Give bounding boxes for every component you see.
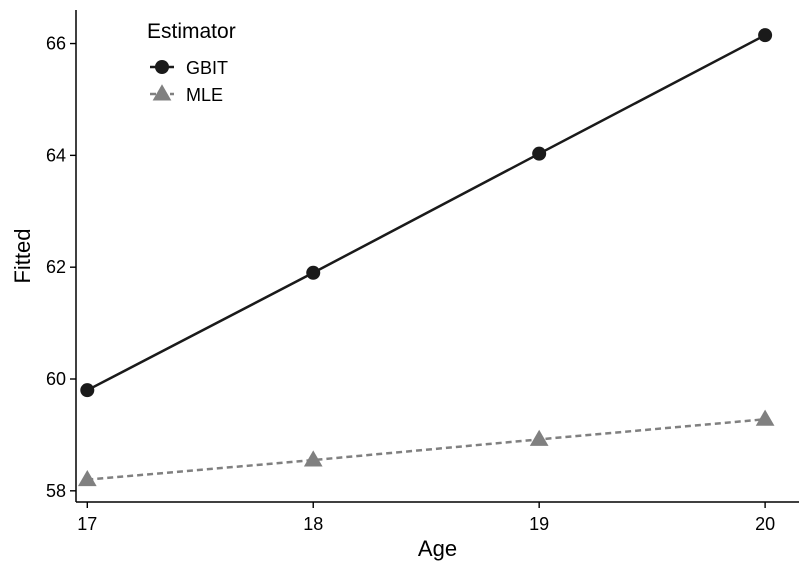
legend-item-gbit: GBIT [150, 58, 228, 78]
data-point-triangle [77, 469, 97, 487]
series-line [87, 418, 766, 481]
legend-marker-circle [155, 60, 169, 74]
data-point-triangle [529, 429, 549, 446]
legend-title: Estimator [147, 20, 236, 43]
legend-marker-triangle [152, 84, 172, 101]
axis-labels: Age Fitted 17 18 19 20 58 60 62 64 66 [10, 34, 775, 561]
y-tick-label: 62 [46, 257, 66, 277]
y-tick-label: 64 [46, 145, 66, 165]
data-point-triangle [755, 409, 775, 426]
y-axis-title: Fitted [10, 228, 35, 283]
data-point-circle [758, 28, 773, 43]
data-point-triangle [303, 450, 323, 467]
x-tick-label: 18 [303, 514, 323, 534]
y-tick-label: 60 [46, 369, 66, 389]
axes [75, 10, 799, 503]
tick-marks [70, 42, 766, 508]
legend-label: MLE [186, 85, 223, 105]
legend: Estimator GBIT MLE [147, 20, 236, 105]
data-point-circle [80, 383, 95, 398]
data-point-circle [306, 265, 321, 280]
x-tick-label: 20 [755, 514, 775, 534]
series-gbit [80, 28, 773, 398]
series-mle [77, 409, 775, 487]
series-line [86, 34, 766, 392]
x-axis-title: Age [418, 536, 457, 561]
legend-item-mle: MLE [150, 84, 223, 105]
x-tick-label: 19 [529, 514, 549, 534]
x-tick-label: 17 [77, 514, 97, 534]
data-series [77, 28, 775, 487]
legend-label: GBIT [186, 58, 228, 78]
y-tick-label: 58 [46, 481, 66, 501]
data-point-circle [532, 146, 547, 161]
y-tick-label: 66 [46, 34, 66, 54]
